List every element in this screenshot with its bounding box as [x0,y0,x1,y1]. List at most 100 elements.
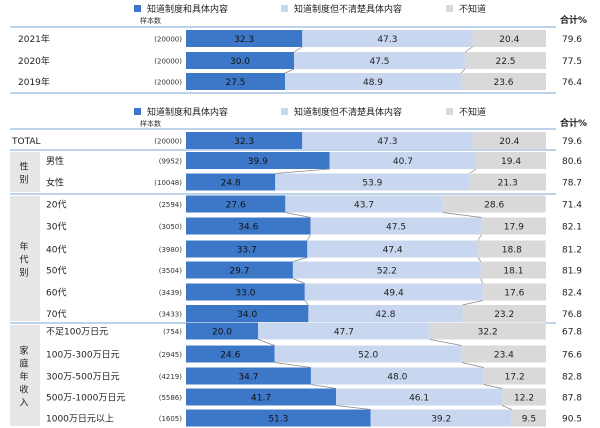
chart2-group-1-row-1-label: 女性 [46,177,64,189]
chart2-group-2-row-5-value-0: 34.0 [237,310,257,320]
chart2-group-1-row-0-value-1: 40.7 [393,157,413,167]
chart1-row-2-total: 76.4 [562,78,582,88]
chart2-group-2-connector-0-0 [285,212,311,218]
chart1-connector-1-1 [460,68,466,74]
chart2-group-3-row-2-seg-2 [483,367,546,385]
chart1-row-1-seg-2 [465,52,546,69]
chart2-group-3-row-2-sample: (4219) [159,373,183,381]
chart2-group-2-connector-2-0 [292,257,308,262]
chart2-group-3-row-1-seg-1 [274,345,462,363]
chart2-group-3-row-1-total: 76.6 [562,351,582,361]
chart2-group-2-row-0-label: 20代 [46,200,66,211]
chart1-row-0-seg-1 [302,30,473,47]
chart2-group-3-row-1-sample: (2945) [159,351,183,359]
chart2-group-name-3-char-1: 庭 [19,358,28,370]
chart2-group-3-row-2-total: 82.8 [562,373,582,383]
chart2-group-3-row-1-label: 100万-300万日元 [46,350,120,361]
chart2-group-2-row-2-seg-1 [307,240,478,258]
chart2-group-3-row-0-total: 67.8 [562,328,582,338]
chart2-group-name-2-char-2: 别 [19,268,28,279]
chart2-group-2-row-4-sample: (3439) [159,289,183,297]
chart1-row-0-seg-0 [186,30,303,47]
chart2-group-2-connector-3-1 [480,278,483,284]
chart2-group-1-row-1-seg-2 [469,173,546,191]
chart1-connector-0-0 [293,46,303,53]
chart2-group-0-row-0-seg-0 [186,132,303,149]
chart2-group-2-row-0-value-1: 43.7 [354,201,374,211]
chart2-group-1-row-0-label: 男性 [46,155,64,167]
chart2-group-3-connector-2-1 [483,384,503,389]
chart2-group-2-row-2-seg-2 [477,240,546,258]
chart2-group-2-connector-1-1 [477,234,482,241]
chart2-group-3-row-0-seg-2 [429,322,546,340]
chart1-row-0-total: 79.6 [562,35,582,45]
chart2-group-2-row-3-value-2: 18.1 [503,267,523,277]
chart2-group-3-row-2-seg-1 [310,367,484,385]
chart2-group-3-connector-3-0 [336,405,371,410]
chart2-group-name-1-char-0: 性 [19,161,28,173]
chart2-group-3-row-1-value-1: 52.0 [358,351,378,361]
chart2-group-3-row-0-label: 不足100万日元 [46,327,108,338]
chart1-row-1-value-2: 22.5 [495,57,515,67]
chart2-group-name-2-char-0: 年 [19,241,28,253]
chart2-group-1-row-0-value-0: 39.9 [248,157,268,167]
chart2-group-2-row-4-label: 60代 [46,288,66,299]
chart2-group-2-row-1-value-2: 17.9 [504,223,524,233]
chart2-group-2-row-3-seg-0 [186,261,293,279]
chart2-group-3-row-0-seg-1 [258,322,430,340]
chart2-group-3-row-4-seg-1 [370,409,512,427]
chart2-group-2-row-1-seg-0 [186,217,311,235]
chart2-group-3-connector-2-0 [310,384,337,389]
chart2-group-2-row-1-total: 82.1 [562,223,582,233]
chart2-group-3-row-4-total: 90.5 [562,415,582,425]
chart2-group-2-row-5-value-2: 23.2 [494,310,514,320]
chart2-group-2-connector-4-0 [304,300,309,306]
chart2-group-1-row-1-seg-1 [275,173,470,191]
chart2-group-2-row-1-label: 30代 [46,222,66,233]
chart2-group-2-connector-4-1 [462,300,483,306]
chart2-group-2-connector-0-1 [442,212,482,218]
chart1-row-2-value-1: 48.9 [363,78,383,88]
chart1-row-1-seg-0 [186,52,294,69]
chart2-group-3-row-4-seg-0 [186,409,371,427]
chart2-group-2-connector-1-0 [307,234,311,241]
chart2-group-2-row-2-label: 40代 [46,245,66,256]
chart2-group-name-3-char-2: 年 [19,371,28,383]
chart2-group-2-row-4-value-1: 49.4 [384,289,404,299]
chart2-group-3-row-3-seg-2 [502,388,546,406]
chart2-group-3-row-0-value-0: 20.0 [212,328,232,338]
chart1-sample-header: 样本数 [140,16,161,25]
chart2-group-2-row-0-seg-1 [285,195,443,213]
chart1-row-0-sample: (20000) [154,36,182,44]
chart2-group-3-row-2-value-0: 34.7 [238,373,258,383]
chart2-group-0-row-0-value-1: 47.3 [377,137,397,147]
chart1-row-1-label: 2020年 [18,55,50,67]
chart2-group-3-row-3-value-2: 12.2 [514,394,534,404]
chart1-legend-label-2: 不知道 [459,3,486,15]
chart2-group-2-row-1-seg-2 [481,217,546,235]
chart1-row-1-value-1: 47.5 [369,57,389,67]
chart2-group-2-row-2-sample: (3980) [159,246,183,254]
chart2-group-2-row-1-value-0: 34.6 [238,223,258,233]
chart2-group-1-connector-0-0 [275,168,330,174]
chart2-group-3-row-3-seg-1 [336,388,503,406]
chart1-row-0-seg-2 [472,30,546,47]
chart2-group-2-row-3-sample: (3504) [159,267,183,275]
chart2-group-1-row-1-seg-0 [186,173,276,191]
chart1-row-2-seg-1 [285,73,462,90]
chart2-group-3-row-1-seg-0 [186,345,275,363]
chart2-group-name-3-char-4: 入 [19,398,28,409]
chart2-group-2-row-3-seg-2 [480,261,546,279]
chart2-group-3-row-3-value-0: 41.7 [251,394,271,404]
chart2-legend-label-1: 知道制度但不清楚具体内容 [294,106,402,118]
chart1-row-0-value-1: 47.3 [377,35,397,45]
chart2-group-3-row-3-sample: (5586) [159,394,183,402]
chart2-group-3-row-3-seg-0 [186,388,337,406]
chart2-group-3-row-1-value-2: 23.4 [494,351,514,361]
chart2-group-1-row-0-seg-1 [329,152,477,169]
chart2-group-name-1-char-1: 别 [19,175,28,186]
chart2-group-2-row-4-seg-1 [304,283,483,301]
chart2-group-1-row-1-value-0: 24.8 [221,179,241,189]
chart1-row-1-total: 77.5 [562,57,582,67]
chart2-group-2-row-2-total: 81.2 [562,246,582,256]
